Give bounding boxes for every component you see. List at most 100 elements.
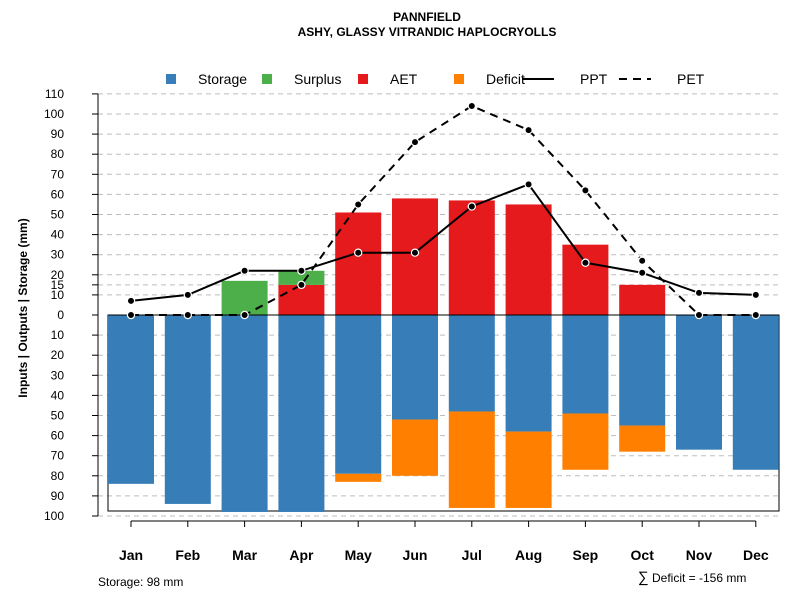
legend-label-pet: PET (677, 71, 705, 87)
pet-point-Feb (183, 310, 192, 320)
bar-storage-Apr (278, 315, 325, 512)
y-tick-label: 50 (51, 208, 65, 222)
bar-surplus-Mar (221, 280, 268, 315)
ppt-point-Feb (183, 290, 192, 300)
y-tick-label: 50 (51, 409, 65, 423)
gridlines (98, 93, 779, 517)
ppt-point-Oct (638, 268, 647, 277)
ppt-point-Mar (240, 266, 249, 275)
pet-point-Apr (297, 280, 306, 290)
bar-deficit-Oct (619, 425, 666, 452)
pet-point-Jun (410, 137, 420, 147)
chart-subtitle: ASHY, GLASSY VITRANDIC HAPLOCRYOLLS (298, 25, 557, 39)
ppt-point-May (354, 248, 363, 257)
legend: Storage Surplus AET Deficit PPT PET (166, 71, 705, 87)
ppt-point-Apr (297, 266, 306, 275)
y-axis: 1101009080706050403020151001020304050607… (44, 87, 99, 523)
y-tick-label: 60 (51, 187, 65, 201)
legend-swatch-surplus (262, 74, 272, 84)
y-tick-label: 20 (51, 348, 65, 362)
ppt-point-Jul (467, 202, 476, 211)
chart-title: PANNFIELD (393, 10, 461, 24)
y-tick-label: 10 (51, 288, 65, 302)
legend-label-storage: Storage (198, 71, 247, 87)
bar-storage-May (335, 315, 382, 474)
y-tick-label: 30 (51, 368, 65, 382)
bar-aet-Sep (562, 244, 609, 315)
bar-storage-Jun (392, 315, 438, 420)
legend-label-ppt: PPT (580, 71, 608, 87)
footer-storage: Storage: 98 mm (98, 575, 183, 589)
bar-aet-Aug (505, 204, 552, 315)
ppt-line (130, 183, 756, 302)
x-tick-label-Jul: Jul (462, 547, 482, 563)
bars (108, 198, 779, 512)
pet-point-Jul (467, 101, 476, 111)
y-tick-label: 70 (51, 167, 65, 181)
bar-deficit-Sep (562, 413, 609, 470)
bar-aet-May (335, 212, 382, 315)
legend-label-aet: AET (390, 71, 418, 87)
legend-swatch-deficit (454, 74, 464, 84)
bar-storage-Aug (505, 315, 552, 432)
bar-deficit-Jun (392, 419, 438, 476)
x-tick-label-Aug: Aug (515, 547, 542, 563)
bar-storage-Oct (619, 315, 666, 426)
y-tick-label: 110 (45, 87, 64, 101)
y-tick-label: 80 (51, 469, 65, 483)
ppt-point-Sep (581, 258, 590, 267)
pet-point-Sep (581, 186, 590, 195)
bar-storage-Jan (108, 315, 154, 484)
x-tick-label-May: May (345, 547, 372, 563)
bar-storage-Feb (164, 315, 211, 504)
y-tick-label: 60 (51, 429, 65, 443)
bar-deficit-Aug (505, 431, 552, 508)
x-axis: Jan Feb Mar Apr May Jun Jul Aug Sep Oct Nov Dec (119, 520, 769, 563)
ppt-point-Dec (751, 290, 761, 300)
bar-storage-Sep (562, 315, 609, 414)
footer-sum-icon: ∑ (638, 569, 649, 586)
pet-point-Mar (240, 310, 249, 320)
bar-storage-Nov (676, 315, 722, 450)
x-tick-label-Jun: Jun (403, 547, 428, 563)
y-tick-label: 0 (57, 308, 64, 322)
ppt-point-Jan (126, 296, 136, 306)
x-tick-label-Jan: Jan (119, 547, 143, 563)
bar-deficit-May (335, 473, 382, 482)
y-tick-label: 40 (51, 388, 65, 402)
legend-label-surplus: Surplus (294, 71, 341, 87)
ppt-point-Jun (410, 248, 420, 257)
y-tick-label: 70 (51, 449, 65, 463)
x-tick-label-Mar: Mar (232, 547, 257, 563)
x-tick-label-Feb: Feb (175, 547, 200, 563)
y-tick-label: 20 (51, 268, 65, 282)
bar-aet-Oct (619, 284, 666, 315)
x-tick-label-Apr: Apr (289, 547, 314, 563)
x-tick-label-Sep: Sep (573, 547, 599, 563)
pet-point-Jan (126, 310, 136, 320)
bar-deficit-Jul (448, 411, 495, 508)
footer-deficit: Deficit = -156 mm (652, 571, 746, 585)
pet-line (131, 104, 756, 316)
ppt-point-Aug (524, 180, 533, 189)
bar-aet-Apr (278, 284, 325, 315)
y-tick-label: 30 (51, 248, 65, 262)
ppt-point-Nov (694, 288, 704, 298)
pet-point-Nov (694, 310, 704, 320)
bar-storage-Mar (221, 315, 268, 512)
bar-surplus-Apr (278, 270, 325, 285)
y-tick-label: 100 (44, 509, 64, 523)
series-lines (126, 101, 761, 320)
pet-point-Dec (751, 310, 761, 320)
y-tick-label: 40 (51, 228, 65, 242)
y-axis-label: Inputs | Outputs | Storage (mm) (16, 218, 30, 397)
y-tick-label: 80 (51, 147, 65, 161)
legend-swatch-aet (358, 74, 368, 84)
y-tick-label: 100 (44, 107, 64, 121)
bar-storage-Jul (448, 315, 495, 412)
legend-swatch-storage (166, 74, 176, 84)
x-tick-label-Dec: Dec (743, 547, 769, 563)
bar-storage-Dec (732, 315, 779, 470)
legend-label-deficit: Deficit (486, 71, 525, 87)
